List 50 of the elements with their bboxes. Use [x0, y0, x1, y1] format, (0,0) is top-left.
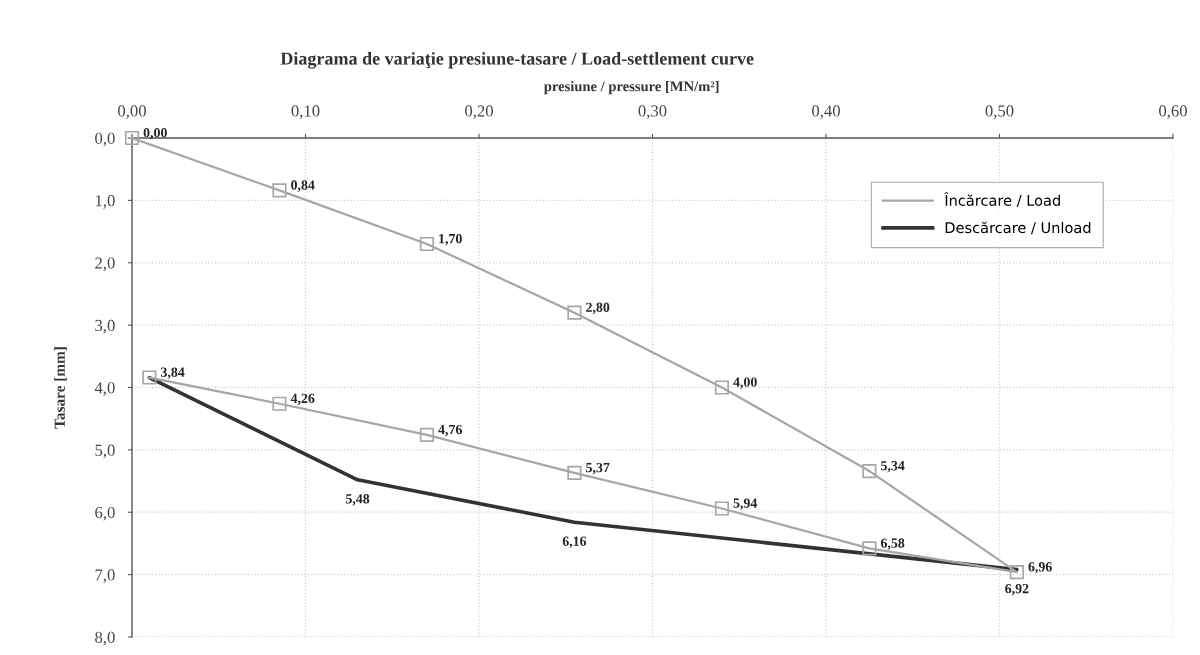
data-label: 4,76: [438, 424, 462, 437]
legend-label: Descărcare / Unload: [945, 221, 1091, 235]
data-label: 2,80: [586, 302, 610, 314]
data-label: 4,26: [290, 393, 315, 406]
point: [124, 130, 140, 146]
data-label: 6,96: [1028, 562, 1052, 574]
x-tick-label: 0,40: [812, 105, 840, 119]
point: [714, 501, 729, 516]
y-tick-label: 8,0: [95, 631, 115, 646]
x-tick-label: 0,00: [118, 105, 146, 119]
x-tick-label: 0,10: [291, 105, 320, 119]
x-axis-title: presiune / pressure [MN/m²]: [543, 80, 719, 95]
data-label: 0,84: [291, 180, 315, 192]
point: [272, 183, 287, 198]
data-label: 0,00: [143, 127, 167, 140]
y-tick-label: 4,0: [94, 382, 115, 396]
point: [419, 236, 435, 252]
y-tick-label: 7,0: [95, 569, 115, 583]
point: [419, 427, 435, 442]
y-tick-label: 5,0: [95, 444, 115, 459]
y-tick-label: 2,0: [95, 257, 115, 272]
x-tick-label: 0,30: [638, 105, 667, 119]
data-label: 6,16: [562, 536, 587, 548]
point: [142, 370, 157, 385]
legend-label: Încărcare / Load: [944, 192, 1060, 208]
data-label: 5,37: [586, 462, 610, 475]
x-tick-label: 0,50: [985, 105, 1014, 119]
y-tick-label: 1,0: [95, 195, 115, 209]
data-label: 5,34: [881, 461, 905, 473]
y-tick-label: 3,0: [95, 319, 115, 334]
data-label: 4,00: [733, 377, 757, 389]
y-tick-label: 6,0: [95, 506, 115, 521]
data-label: 5,94: [733, 498, 758, 510]
x-tick-label: 0,60: [1159, 105, 1187, 119]
y-axis-title: Tasare [mm]: [54, 347, 67, 429]
x-tick-label: 0,20: [465, 105, 493, 119]
data-label: 3,84: [160, 367, 185, 379]
data-label: 1,70: [439, 233, 462, 246]
point: [567, 305, 582, 320]
point: [272, 396, 287, 411]
point: [567, 465, 582, 481]
data-label: 6,92: [1005, 583, 1029, 596]
chart-title: Diagrama de variaţie presiune-tasare / Load-settlement curve: [280, 52, 754, 69]
point: [1009, 565, 1024, 580]
y-tick-label: 0,0: [95, 132, 115, 147]
point: [862, 463, 877, 479]
point: [862, 541, 877, 556]
point: [714, 380, 729, 395]
data-label: 5,48: [345, 494, 370, 506]
data-label: 6,58: [880, 538, 905, 550]
